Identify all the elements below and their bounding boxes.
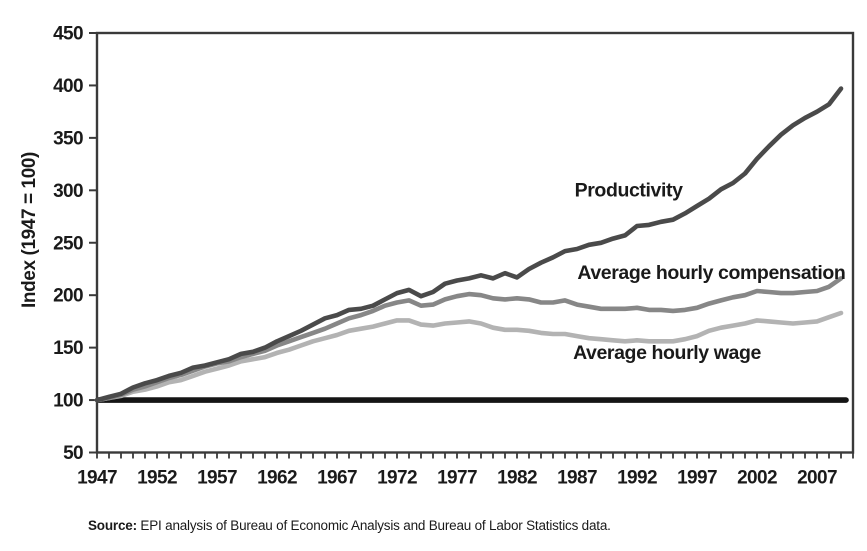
x-axis-tick-label: 1997 [677,468,717,489]
x-axis-tick-label: 1962 [257,468,297,489]
source-text: EPI analysis of Bureau of Economic Analy… [136,518,611,533]
source-note: Source: EPI analysis of Bureau of Econom… [88,518,611,533]
x-axis-tick-label: 1947 [77,468,117,489]
x-axis-tick-label: 1992 [617,468,657,489]
plot-border [95,31,855,454]
y-axis-tick-label: 100 [53,391,83,412]
x-axis-tick-label: 1972 [377,468,417,489]
series-line-compensation [94,276,844,403]
x-axis-tick-label: 1977 [437,468,477,489]
series-line-productivity [94,86,844,403]
x-axis-tick-label: 1982 [497,468,537,489]
x-axis-tick-label: 1987 [557,468,597,489]
y-axis-tick-label: 350 [53,128,83,149]
x-axis-tick-label: 1957 [197,468,237,489]
series-label-productivity: Productivity [575,179,683,201]
y-axis-tick-label: 200 [53,286,83,307]
series-label-average-hourly-wage: Average hourly wage [573,342,761,364]
source-prefix: Source: [88,518,137,533]
x-axis-tick-label: 1952 [137,468,177,489]
y-axis-tick-label: 450 [53,24,83,45]
y-axis-tick-label: 300 [53,181,83,202]
y-axis-tick-label: 400 [53,76,83,97]
y-axis-tick-label: 150 [53,338,83,359]
y-axis-tick-label: 250 [53,233,83,254]
series-line-wage [94,310,844,403]
x-axis-tick-label: 2002 [737,468,777,489]
series-label-average-hourly-compensation: Average hourly compensation [577,262,845,284]
x-axis-tick-label: 1967 [317,468,357,489]
x-axis-tick-label: 2007 [797,468,837,489]
y-axis-tick-label: 50 [63,443,83,464]
y-axis-title: Index (1947 = 100) [19,152,40,308]
